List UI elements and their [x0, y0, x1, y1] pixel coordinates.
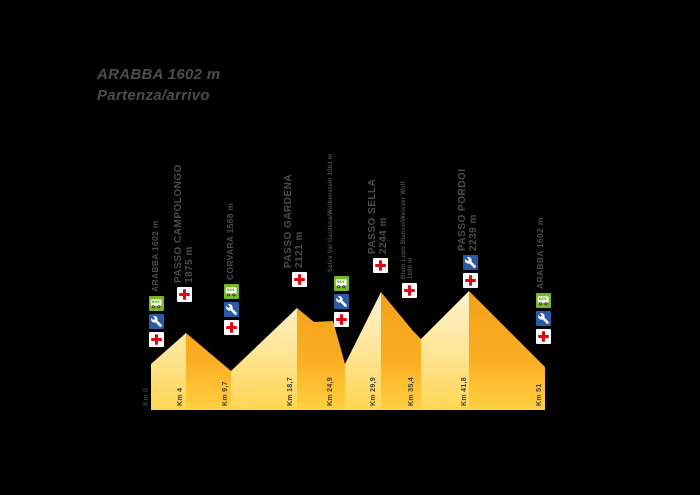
- profile-segment: [469, 291, 545, 410]
- start-finish-subtitle: Partenza/arrivo: [97, 87, 210, 104]
- km-marker: Km 24,9: [326, 377, 334, 406]
- station-icons: [372, 258, 388, 276]
- station-label: ARABBA 1602 m: [150, 220, 161, 292]
- wrench-icon: [333, 294, 349, 309]
- station-label: Bivio Lupo Bianco/Weisser Wolf 1690 m: [401, 181, 414, 279]
- medical-cross-icon: [372, 258, 388, 273]
- station-altitude: 1690 m: [407, 257, 414, 279]
- km-marker: Km 4: [176, 387, 184, 406]
- km-marker: Km 29,9: [369, 377, 377, 406]
- km-marker: Km 35,4: [407, 377, 415, 406]
- profile-segment: [297, 308, 345, 410]
- km-marker: Km 18,7: [286, 377, 294, 406]
- station-name: PASSO PORDOI: [456, 168, 468, 252]
- station-name: PASSO GARDENA: [282, 173, 294, 268]
- wrench-icon: [148, 314, 164, 329]
- station-icons: [401, 283, 417, 301]
- medical-cross-icon: [401, 283, 417, 298]
- wrench-icon: [462, 255, 478, 270]
- station-altitude: 2121 m: [293, 231, 305, 268]
- medical-cross-icon: [462, 273, 478, 288]
- station-label: PASSO GARDENA 2121 m: [283, 174, 305, 268]
- profile-segment: [381, 292, 421, 410]
- bus-icon: [535, 293, 551, 308]
- station-icons: [535, 293, 551, 347]
- profile-segment: [151, 333, 186, 410]
- station-name: PASSO CAMPOLONGO: [172, 164, 184, 283]
- profile-segment: [345, 292, 381, 410]
- wrench-icon: [535, 311, 551, 326]
- profile-segment: [421, 291, 469, 410]
- bus-icon: [223, 284, 239, 299]
- wrench-icon: [223, 302, 239, 317]
- km-marker: Km 51: [535, 383, 543, 406]
- station-icons: [176, 287, 192, 305]
- profile-segments: [151, 291, 545, 410]
- station-label: PASSO CAMPOLONGO 1875 m: [173, 164, 195, 283]
- km-marker: Km 9,7: [221, 381, 229, 406]
- station-name: ARABBA 1602 m: [535, 217, 546, 289]
- station-name: PASSO SELLA: [366, 178, 378, 254]
- profile-segment: [186, 333, 231, 410]
- station-altitude: 1875 m: [183, 246, 195, 283]
- station-name: Selva Val Gardena/Wolkenstein 1563 m: [327, 153, 334, 272]
- station-name: Bivio Lupo Bianco/Weisser Wolf: [401, 181, 408, 279]
- bus-icon: [333, 276, 349, 291]
- medical-cross-icon: [535, 329, 551, 344]
- profile-segment: [231, 308, 297, 410]
- station-label: Selva Val Gardena/Wolkenstein 1563 m: [328, 154, 335, 272]
- medical-cross-icon: [291, 272, 307, 287]
- page-title: ARABBA 1602 m Partenza/arrivo: [97, 66, 220, 104]
- km-marker: Km 41,8: [460, 377, 468, 406]
- station-name: CORVARA 1568 m: [225, 202, 236, 280]
- station-altitude: 2244 m: [377, 217, 389, 254]
- station-label: CORVARA 1568 m: [225, 202, 236, 280]
- medical-cross-icon: [333, 312, 349, 327]
- start-finish-title: ARABBA 1602 m: [97, 66, 221, 83]
- station-label: PASSO SELLA 2244 m: [367, 179, 389, 254]
- station-icons: [291, 272, 307, 290]
- bus-icon: [148, 296, 164, 311]
- station-icons: [148, 296, 164, 350]
- station-label: ARABBA 1602 m: [535, 217, 546, 289]
- station-altitude: 2239 m: [467, 214, 479, 251]
- medical-cross-icon: [176, 287, 192, 302]
- km-marker: Km 0: [142, 387, 150, 406]
- medical-cross-icon: [223, 320, 239, 335]
- station-icons: [223, 284, 239, 338]
- station-icons: [333, 276, 349, 330]
- station-name: ARABBA 1602 m: [150, 220, 161, 292]
- medical-cross-icon: [148, 332, 164, 347]
- station-label: PASSO PORDOI 2239 m: [457, 169, 479, 252]
- station-icons: [462, 255, 478, 291]
